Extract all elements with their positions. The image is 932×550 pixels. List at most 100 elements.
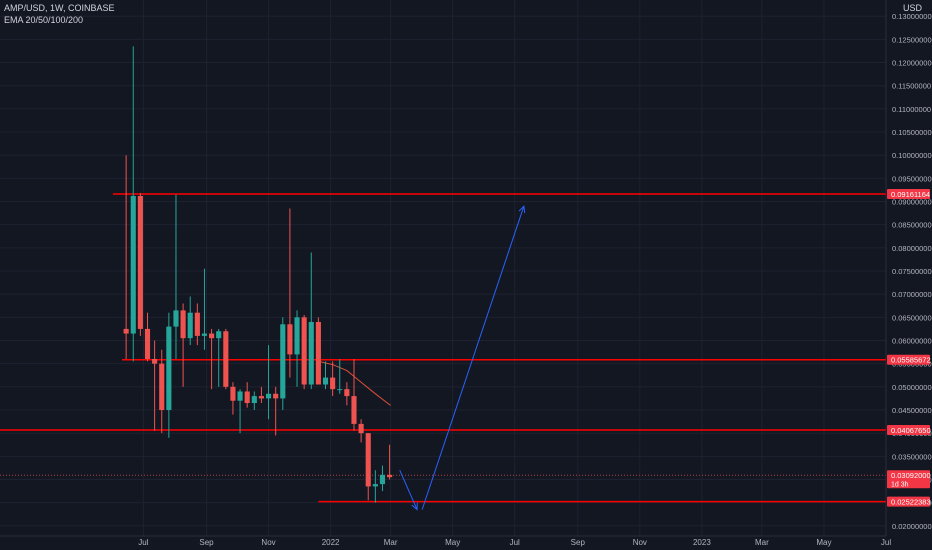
candle[interactable] — [387, 444, 393, 480]
candle-body — [152, 359, 158, 364]
y-tick-label: 0.08000000 — [892, 244, 932, 253]
y-tick-label: 0.06000000 — [892, 337, 932, 346]
candle-body — [273, 393, 279, 399]
candle[interactable] — [365, 433, 371, 501]
candle-body — [337, 389, 343, 391]
candle[interactable] — [166, 312, 172, 438]
price-tag-label: 0.03092000 — [891, 471, 931, 480]
price-tag-bg — [887, 425, 930, 436]
candle[interactable] — [308, 252, 314, 390]
x-tick-label: Mar — [384, 538, 398, 547]
candle[interactable] — [173, 194, 179, 360]
x-tick-label: 2022 — [322, 538, 340, 547]
x-tick-label: Sep — [571, 538, 586, 547]
candle[interactable] — [322, 361, 329, 390]
x-tick-label: Nov — [261, 538, 275, 547]
x-tick-label: May — [816, 538, 831, 547]
y-tick-label: 0.04500000 — [892, 406, 932, 415]
candle-body — [265, 393, 272, 399]
candle[interactable] — [123, 155, 129, 360]
candle-body — [258, 396, 264, 399]
candle[interactable] — [273, 386, 279, 436]
price-tag-label: 0.05585672 — [891, 356, 931, 365]
candle[interactable] — [301, 315, 307, 390]
x-tick-label: Jul — [138, 538, 148, 547]
candle-body — [137, 195, 143, 329]
candle-body — [223, 331, 229, 387]
candle-body — [379, 474, 386, 485]
candle-body — [308, 321, 314, 385]
projection-arrows[interactable] — [399, 205, 526, 511]
candle[interactable] — [187, 296, 193, 346]
candle[interactable] — [251, 391, 257, 410]
price-tag: 0.05585672 — [887, 354, 931, 365]
candles[interactable] — [123, 46, 393, 503]
price-tag: 0.03092000 1d 3h — [887, 470, 931, 489]
projection-arrow[interactable] — [399, 470, 418, 511]
y-tick-label: 0.08500000 — [892, 221, 932, 230]
candle-body — [387, 474, 393, 478]
arrow-head — [411, 502, 418, 511]
candle-body — [180, 310, 186, 339]
candle-body — [294, 317, 300, 355]
candle[interactable] — [351, 359, 357, 431]
candle-body — [123, 328, 129, 334]
x-tick-label: Jul — [881, 538, 891, 547]
y-tick-label: 0.13000000 — [892, 12, 932, 21]
candle[interactable] — [237, 389, 243, 434]
candle[interactable] — [287, 208, 293, 378]
projection-arrow[interactable] — [421, 205, 526, 510]
candle[interactable] — [216, 328, 222, 387]
price-tags: 0.09161164 0.05585672 0.04067650 0.02522383… — [887, 189, 931, 507]
candle[interactable] — [144, 312, 151, 362]
price-tag-label: 0.04067650 — [891, 426, 931, 435]
candle[interactable] — [159, 349, 165, 434]
candle[interactable] — [344, 382, 350, 406]
candle[interactable] — [294, 310, 300, 387]
y-tick-label: 0.02000000 — [892, 522, 932, 531]
x-tick-label: May — [445, 538, 460, 547]
price-tag-bg — [887, 354, 930, 365]
candle[interactable] — [201, 268, 208, 350]
candle[interactable] — [372, 470, 378, 503]
x-tick-label: 2023 — [693, 538, 711, 547]
candle-body — [344, 389, 350, 397]
candle-body — [330, 377, 336, 390]
candle[interactable] — [330, 361, 336, 397]
candle[interactable] — [137, 193, 143, 336]
horizontal-levels[interactable] — [0, 193, 886, 503]
y-tick-label: 0.05000000 — [892, 383, 932, 392]
price-tag-label: 0.09161164 — [891, 190, 930, 199]
candle-body — [187, 312, 193, 339]
candle[interactable] — [315, 317, 321, 385]
candle-body — [209, 333, 215, 339]
candle[interactable] — [244, 382, 250, 408]
candle[interactable] — [152, 340, 158, 431]
candle[interactable] — [358, 419, 364, 443]
price-axis[interactable]: 0.020000000.025000000.030000000.03500000… — [892, 12, 932, 531]
candle[interactable] — [223, 328, 229, 390]
candle[interactable] — [209, 328, 215, 390]
candle-body — [322, 377, 329, 385]
candle-body — [216, 331, 222, 339]
candle[interactable] — [379, 465, 386, 492]
candle-body — [130, 195, 136, 334]
y-tick-label: 0.07000000 — [892, 290, 932, 299]
candle[interactable] — [194, 303, 200, 346]
candle[interactable] — [230, 382, 236, 415]
candle[interactable] — [280, 317, 286, 410]
candle[interactable] — [337, 359, 343, 394]
price-tag-bg — [887, 470, 930, 489]
candle-body — [244, 391, 250, 404]
candle-body — [280, 324, 286, 399]
candle[interactable] — [258, 386, 264, 404]
time-axis[interactable]: Jul Sep Nov 2022 Mar May Jul Sep Nov 2023 Mar May Ju… — [138, 538, 891, 547]
candle[interactable] — [180, 303, 186, 387]
candle[interactable] — [265, 345, 272, 420]
symbol-title[interactable]: AMP/USD, 1W, COINBASE — [4, 3, 115, 13]
indicator-legend[interactable]: EMA 20/50/100/200 — [4, 15, 84, 25]
candle[interactable] — [130, 46, 136, 362]
price-tag-label: 0.02522383 — [891, 498, 931, 507]
